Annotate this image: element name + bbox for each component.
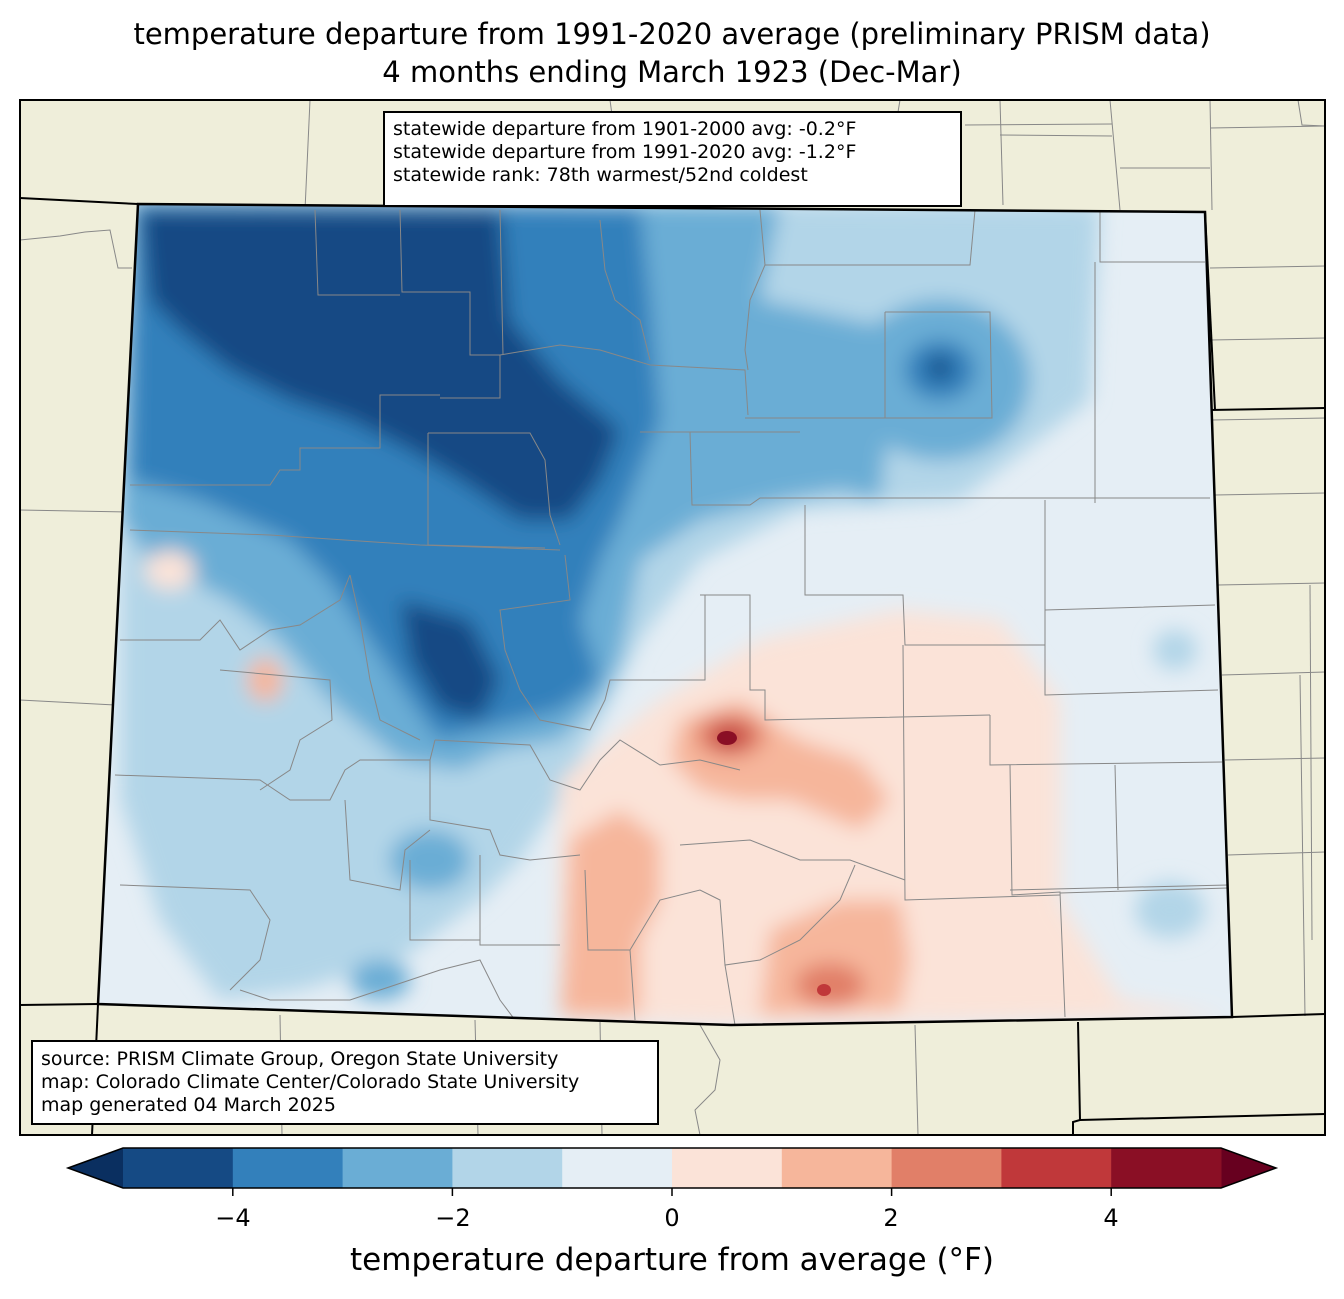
temperature-field <box>98 204 1232 1025</box>
source-box: source: PRISM Climate Group, Oregon Stat… <box>31 1040 659 1125</box>
colorbar-segment <box>891 1148 1002 1188</box>
colorbar <box>65 1147 1279 1196</box>
map-title-line1: temperature departure from 1991-2020 ave… <box>133 17 1211 51</box>
source-line1: source: PRISM Climate Group, Oregon Stat… <box>41 1048 559 1070</box>
colorbar-tick-label: −4 <box>215 1204 251 1232</box>
statewide-stats-box: statewide departure from 1901-2000 avg: … <box>383 111 962 207</box>
colorbar-segment <box>781 1148 893 1188</box>
source-line3: map generated 04 March 2025 <box>41 1094 336 1116</box>
colorbar-segment <box>123 1148 234 1188</box>
stats-line2: statewide departure from 1991-2020 avg: … <box>393 141 857 163</box>
map-frame <box>19 99 1326 1136</box>
colorbar-tick-label: 0 <box>664 1204 680 1232</box>
colorbar-tick-label: −2 <box>435 1204 471 1232</box>
colorado-county-lines <box>114 209 1231 1025</box>
field-band-minus4-5b <box>400 600 500 720</box>
colorbar-label: temperature departure from average (°F) <box>350 1242 994 1278</box>
colorado-state-border <box>96 202 1234 1027</box>
colorbar-under-triangle <box>68 1148 123 1188</box>
colorbar-segment <box>562 1148 673 1188</box>
colorbar-segment <box>1111 1148 1222 1188</box>
colorbar-segment <box>1001 1148 1112 1188</box>
map-title-line2: 4 months ending March 1923 (Dec-Mar) <box>382 55 962 89</box>
colorbar-outline <box>65 1147 1279 1189</box>
colorbar-tick-label: 4 <box>1103 1204 1119 1232</box>
source-line2: map: Colorado Climate Center/Colorado St… <box>41 1071 580 1093</box>
colorbar-segment <box>232 1148 344 1188</box>
colorbar-over-triangle <box>1221 1148 1276 1188</box>
colorbar-tick-label: 2 <box>883 1204 899 1232</box>
field-band-minus4-5a <box>140 210 620 520</box>
colorbar-segment <box>342 1148 453 1188</box>
stats-line1: statewide departure from 1901-2000 avg: … <box>393 118 857 140</box>
colorbar-segment <box>452 1148 563 1188</box>
colorbar-segment <box>672 1148 783 1188</box>
field-band-plus1-2 <box>560 810 660 1015</box>
stats-line3: statewide rank: 78th warmest/52nd coldes… <box>393 164 808 186</box>
